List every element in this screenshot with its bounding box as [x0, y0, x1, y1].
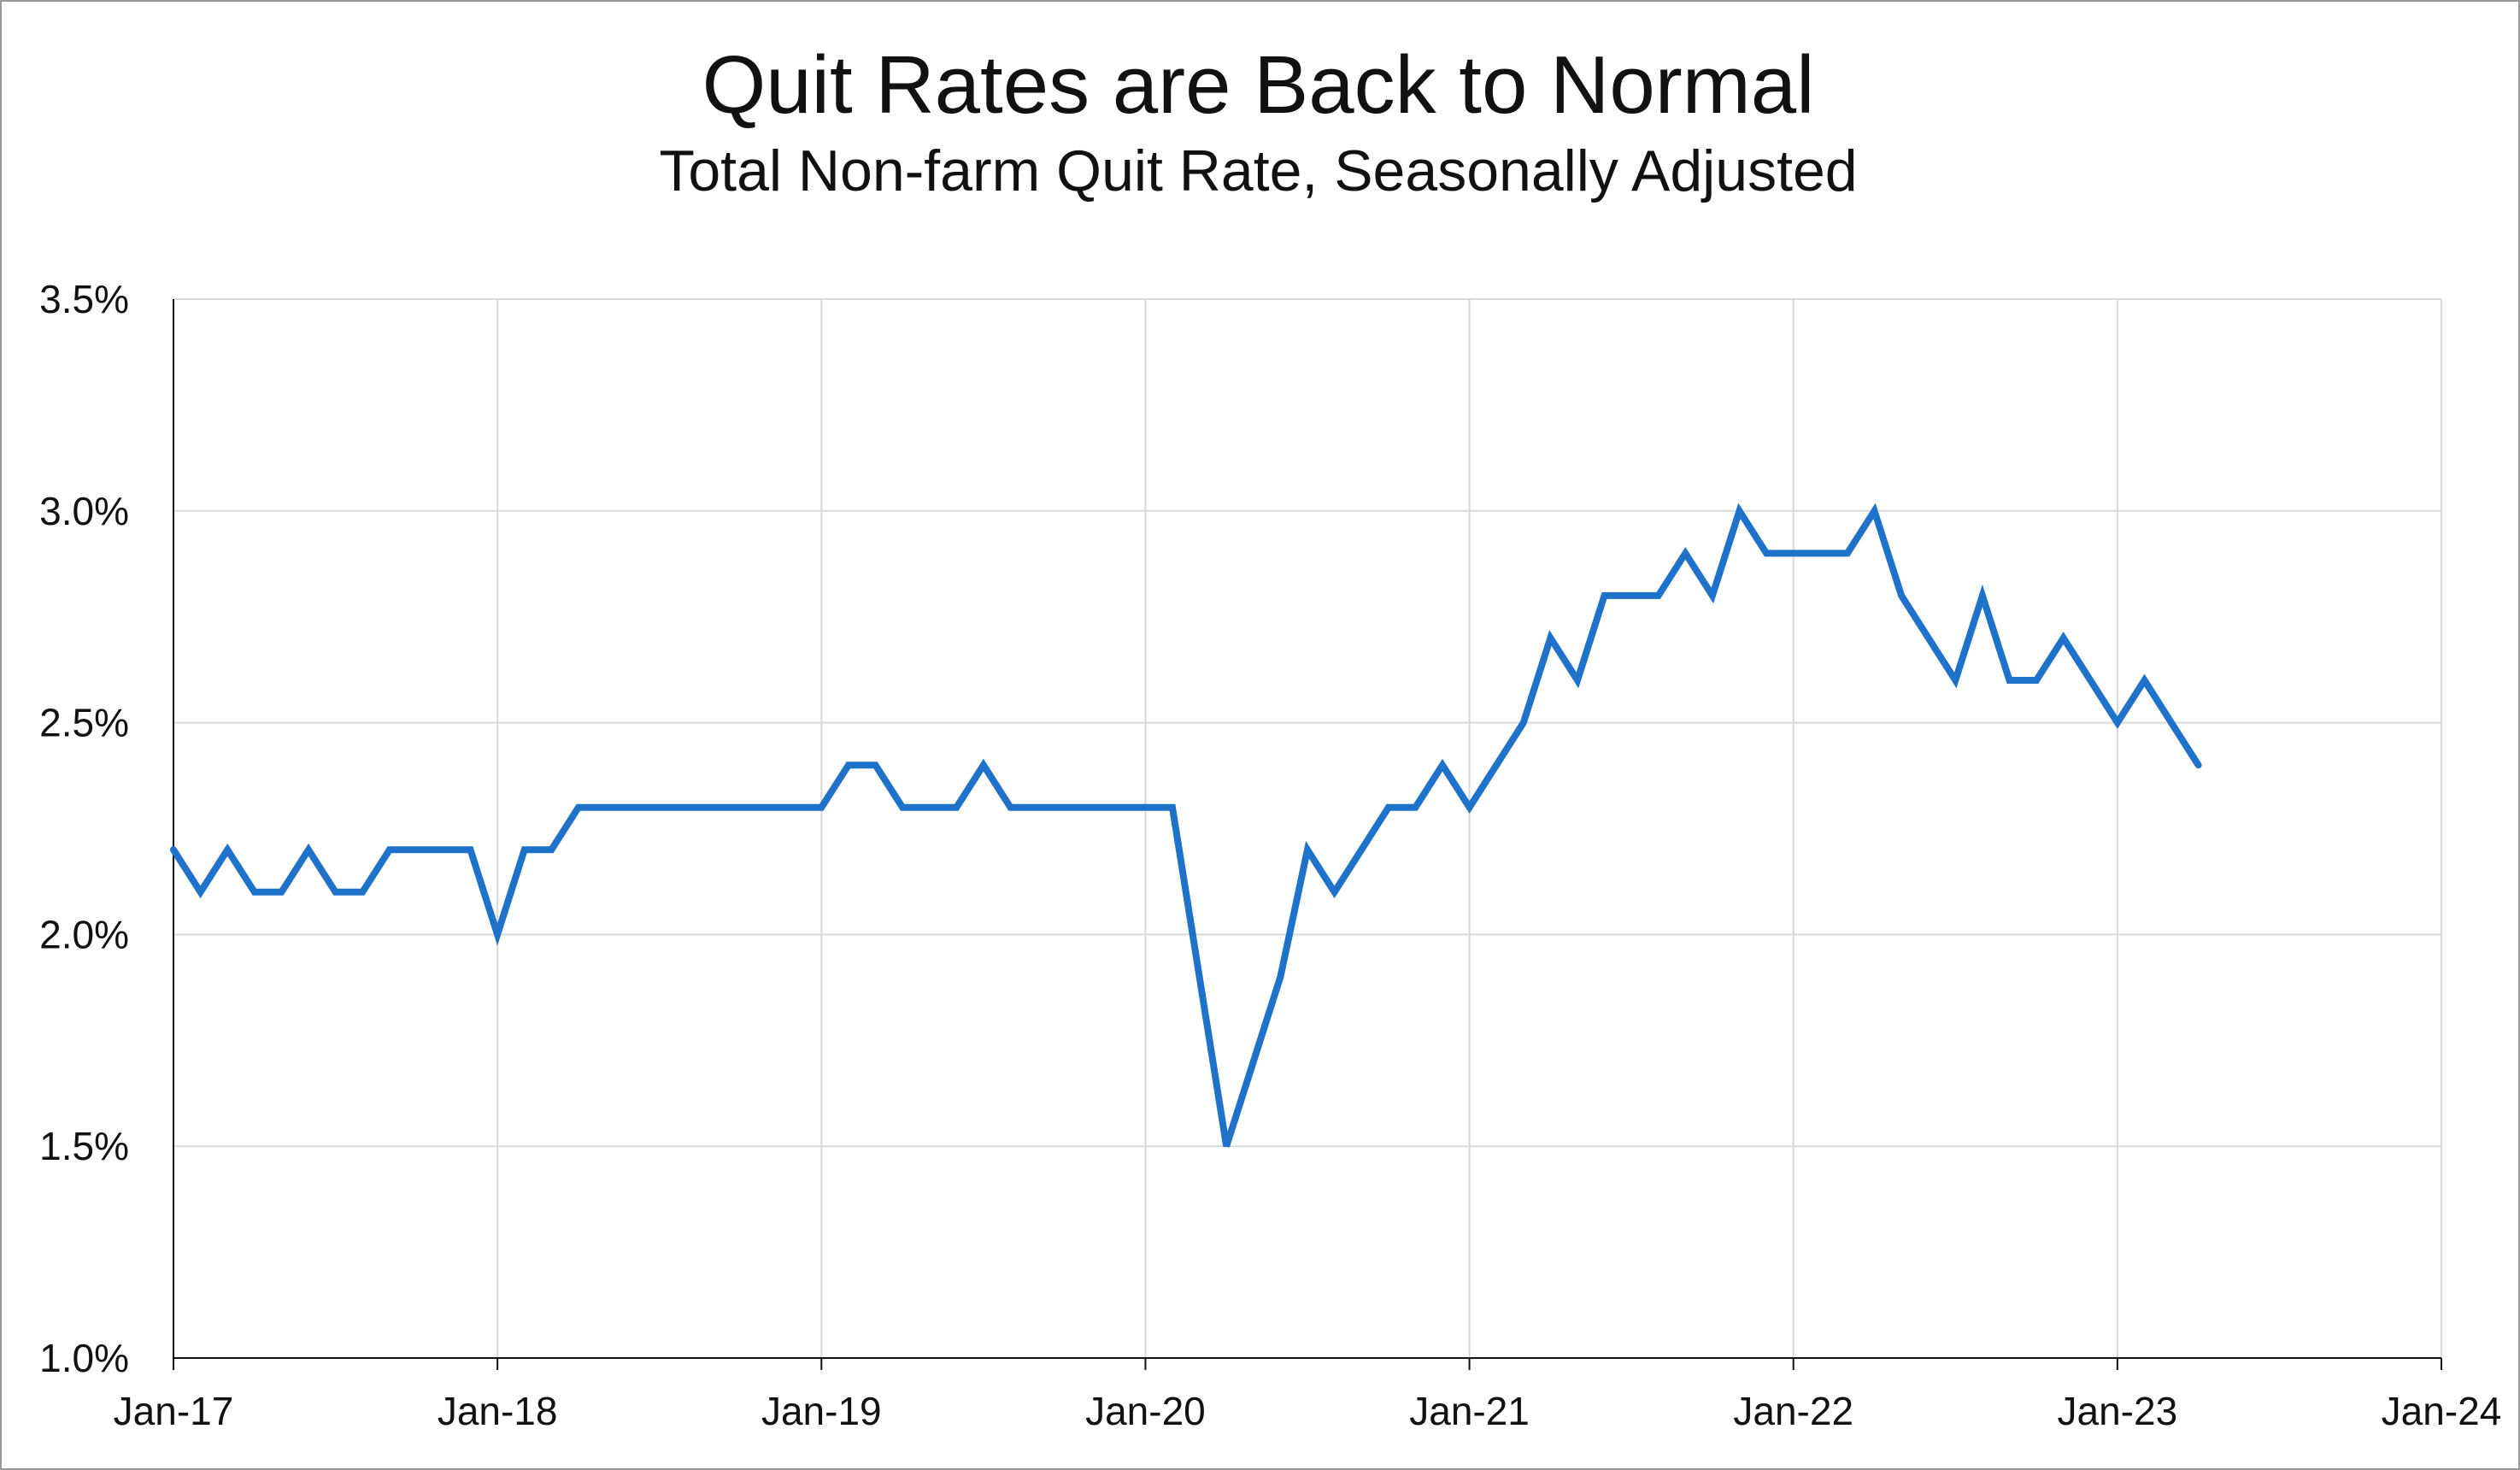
- x-tick-label: Jan-20: [1085, 1389, 1206, 1433]
- label-layer: 1.0% 1.5% 2.0% 2.5% 3.0% 3.5% Jan-17 Jan-18 Jan-…: [39, 277, 2501, 1433]
- series-layer: [170, 503, 2202, 1148]
- x-tick-label: Jan-19: [761, 1389, 882, 1433]
- chart-subtitle: Total Non-farm Quit Rate, Seasonally Adj…: [659, 138, 1858, 203]
- x-tick-label: Jan-24: [2382, 1389, 2502, 1433]
- x-tick-label: Jan-17: [114, 1389, 234, 1433]
- x-tick-label: Jan-21: [1409, 1389, 1530, 1433]
- y-tick-label: 2.5%: [39, 701, 129, 745]
- axis-layer: [173, 299, 2442, 1370]
- y-tick-label: 1.0%: [39, 1336, 129, 1380]
- series-line-0: [170, 503, 2202, 1148]
- y-tick-label: 3.0%: [39, 489, 129, 533]
- x-tick-label: Jan-18: [438, 1389, 558, 1433]
- x-tick-label: Jan-22: [1733, 1389, 1853, 1433]
- grid-layer: [173, 298, 2442, 1358]
- y-tick-label: 1.5%: [39, 1124, 129, 1168]
- chart-title: Quit Rates are Back to Normal: [702, 39, 1815, 131]
- y-tick-label: 3.5%: [39, 277, 129, 321]
- y-tick-label: 2.0%: [39, 912, 129, 956]
- x-tick-label: Jan-23: [2058, 1389, 2178, 1433]
